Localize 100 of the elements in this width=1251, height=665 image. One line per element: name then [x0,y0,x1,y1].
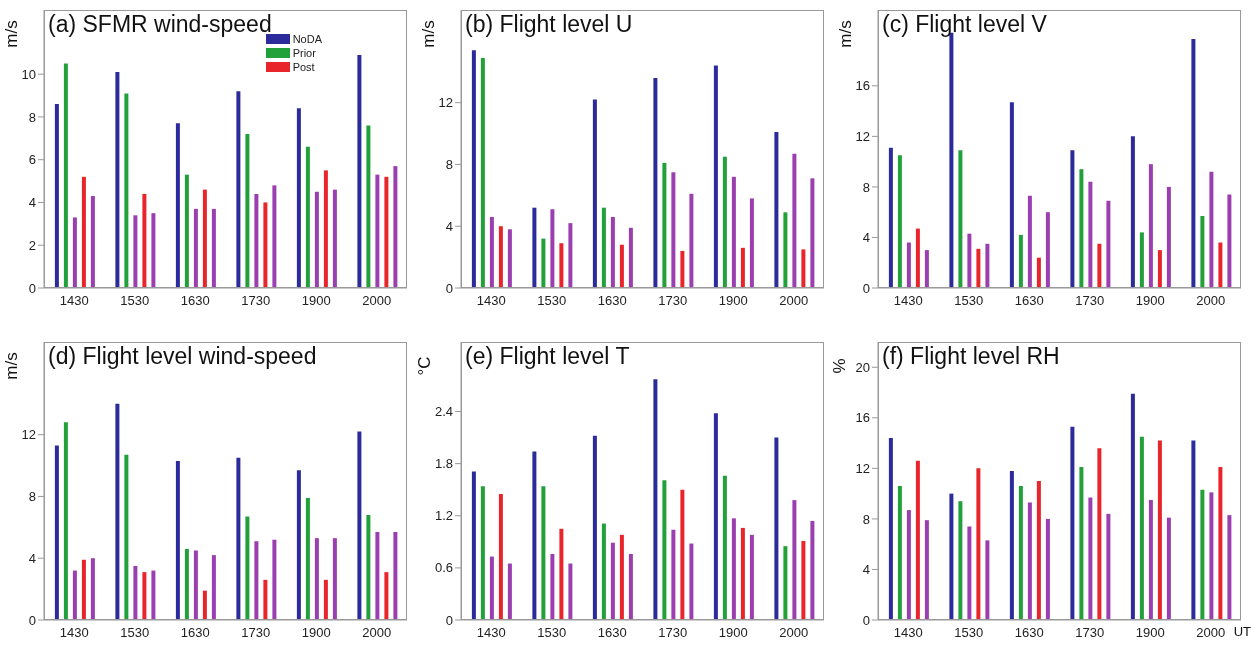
bar [915,228,920,288]
y-tick-label: 0 [445,612,453,628]
y-axis-title: % [829,358,850,374]
bar [1218,242,1223,288]
y-tick-label: 0 [445,280,453,296]
bar [601,523,606,620]
y-tick-label: 8 [28,489,36,505]
bar [202,590,207,620]
bar [384,572,389,620]
bar [498,226,503,288]
bar [976,248,981,288]
bar [296,108,301,288]
y-tick-label: 20 [855,359,870,375]
bar [1018,486,1023,620]
x-tick-label: 1630 [180,293,210,309]
x-tick-label: 2000 [779,293,809,309]
chart-title: (c) Flight level V [882,11,1047,38]
bar [731,518,736,620]
bar [1009,102,1014,288]
bar [810,178,815,288]
bar [749,534,754,620]
x-tick-label: 1430 [476,293,506,309]
bar [72,570,77,620]
bar [568,223,573,288]
bar [245,134,250,288]
bar [296,470,301,620]
bar [507,229,512,288]
bar [323,579,328,620]
y-tick-label: 1.8 [434,456,453,472]
bar [541,238,546,288]
bar [1157,440,1162,620]
bar [985,540,990,620]
bar [897,155,902,288]
x-tick-label: 1430 [893,293,923,309]
bar [1209,492,1214,620]
legend-label: NoDA [292,32,322,46]
bar [471,471,476,620]
bar [1191,440,1196,620]
y-tick-label: 0 [28,612,36,628]
y-axis-title: °C [414,356,435,376]
bar [1130,136,1135,288]
y-tick-label: 8 [445,157,453,173]
bar [305,497,310,620]
bar [783,212,788,288]
bar [924,520,929,620]
bar [332,189,337,288]
bar [236,457,241,620]
bar [592,99,597,288]
y-axis-title: m/s [1,20,22,48]
x-tick-label: 1730 [241,293,271,309]
bar [142,193,147,288]
bar [559,243,564,288]
bar [1200,215,1205,288]
bar [949,493,954,620]
bar [175,123,180,288]
x-tick-label: 1530 [537,293,567,309]
bar [731,176,736,288]
bar [489,216,494,288]
bar [568,563,573,620]
x-tick-label: 1730 [241,625,271,641]
y-tick-label: 8 [28,109,36,125]
bar [559,528,564,620]
bar [263,202,268,288]
bar [1227,194,1232,288]
bar [124,93,129,288]
bar [671,172,676,288]
bar [81,176,86,288]
bar [81,559,86,620]
bar [175,460,180,620]
x-tick-label: 1900 [301,625,331,641]
bar [740,247,745,288]
bar [263,579,268,620]
bar [1106,513,1111,620]
bar [193,208,198,288]
x-tick-label: 1900 [301,293,331,309]
bar [619,244,624,288]
bar [1209,171,1214,288]
bar [54,104,59,288]
bar [610,216,615,288]
bar [236,91,241,288]
bar [532,207,537,288]
bar [1036,257,1041,288]
y-tick-label: 0.6 [434,560,453,576]
x-tick-label: 2000 [362,625,392,641]
bar [384,176,389,288]
bar [332,538,337,620]
bar [713,413,718,620]
bar [783,546,788,620]
bar [1097,243,1102,288]
bar [1148,164,1153,288]
y-tick-label: 0 [862,280,870,296]
y-tick-label: 2 [28,237,36,253]
bar [924,250,929,288]
chart-title: (f) Flight level RH [882,343,1060,370]
bar [541,486,546,620]
bar [749,198,754,288]
bar [1088,497,1093,620]
bar [680,250,685,288]
y-tick-label: 4 [28,550,36,566]
x-tick-label: 2000 [1196,625,1226,641]
